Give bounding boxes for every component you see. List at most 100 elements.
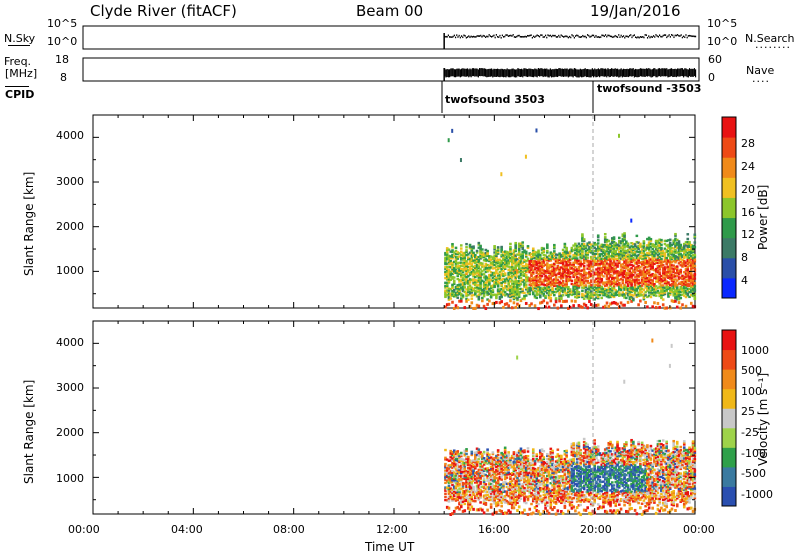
- power-echo-cell: [656, 258, 660, 261]
- power-echo-cell: [470, 286, 474, 289]
- velocity-echo-cell: [496, 458, 500, 461]
- velocity-echo-cell: [463, 490, 467, 493]
- power-echo-cell: [630, 251, 633, 254]
- power-echo-cell: [682, 286, 686, 290]
- velocity-echo-cell: [507, 473, 510, 476]
- power-echo-cell: [581, 280, 584, 283]
- freq-point: [500, 68, 502, 77]
- power-echo-cell: [616, 262, 619, 265]
- power-echo-cell: [521, 250, 525, 254]
- power-echo-cell: [461, 281, 465, 285]
- freq-point: [691, 68, 693, 77]
- power-echo-cell: [682, 252, 686, 255]
- velocity-echo-cell: [458, 503, 461, 506]
- power-echo-cell: [688, 244, 691, 247]
- velocity-echo-cell: [447, 459, 451, 462]
- power-echo-cell: [582, 260, 586, 263]
- power-echo-cell: [612, 255, 616, 258]
- power-echo-cell: [533, 283, 537, 286]
- power-echo-cell: [565, 248, 568, 251]
- power-echo-cell: [630, 284, 633, 287]
- power-echo-cell: [691, 266, 695, 269]
- power-echo-cell: [447, 254, 451, 258]
- power-echo-cell: [542, 261, 546, 264]
- velocity-echo-cell: [503, 462, 507, 465]
- velocity-echo-cell: [461, 475, 465, 479]
- power-echo-cell: [567, 271, 570, 275]
- power-echo-cell: [584, 295, 588, 298]
- velocity-echo-cell: [493, 463, 496, 466]
- nsky-point: [474, 36, 476, 38]
- freq-point: [451, 68, 453, 77]
- velocity-echo-cell: [509, 485, 512, 488]
- velocity-echo-cell: [517, 495, 521, 498]
- velocity-echo-cell: [521, 450, 525, 453]
- power-echo-cell: [635, 273, 639, 277]
- power-echo-cell: [568, 255, 572, 258]
- nsky-point: [493, 34, 495, 37]
- power-echo-cell: [661, 273, 665, 276]
- velocity-echo-cell: [470, 452, 474, 455]
- velocity-echo-cell: [479, 452, 482, 456]
- power-ground-echo: [577, 304, 581, 308]
- power-echo-cell: [479, 244, 482, 248]
- power-ground-echo: [563, 299, 567, 303]
- power-echo-cell: [477, 293, 481, 296]
- velocity-echo-cell: [540, 465, 544, 468]
- power-echo-cell: [505, 255, 509, 258]
- power-echo-cell: [512, 272, 516, 276]
- power-echo-cell: [463, 278, 467, 281]
- power-echo-cell: [640, 264, 644, 267]
- power-cb-tick-24: 24: [741, 160, 755, 173]
- nsky-point: [650, 35, 652, 38]
- power-echo-cell: [660, 257, 663, 261]
- power-echo-cell: [579, 277, 582, 280]
- velocity-echo-cell: [445, 472, 449, 475]
- velocity-echo-cell: [444, 472, 447, 475]
- station-title: Clyde River (fitACF): [90, 2, 237, 20]
- power-echo-cell: [512, 274, 516, 277]
- power-echo-cell: [445, 284, 449, 288]
- velocity-echo-cell: [456, 481, 460, 484]
- nsky-trace: [443, 33, 697, 49]
- x-tick-4: 16:00: [478, 523, 510, 536]
- nsky-point: [510, 34, 512, 37]
- power-echo-cell: [660, 240, 663, 243]
- power-echo-cell: [681, 254, 684, 257]
- power-echo-cell: [524, 278, 528, 282]
- power-echo-cell: [674, 292, 677, 295]
- power-ground-echo: [463, 306, 467, 310]
- power-echo-cell: [654, 239, 658, 243]
- power-echo-cell: [607, 294, 611, 297]
- velocity-echo-cell: [496, 461, 500, 465]
- power-echo-cell: [589, 273, 593, 276]
- power-echo-cell: [688, 248, 691, 252]
- power-echo-cell: [540, 248, 544, 251]
- power-echo-cell: [668, 241, 672, 245]
- power-echo-cell: [523, 282, 526, 285]
- velocity-echo-cell: [526, 462, 530, 466]
- power-echo-cell: [579, 252, 582, 255]
- power-echo-cell: [642, 271, 646, 274]
- velocity-echo-cell: [503, 460, 507, 464]
- power-echo-cell: [617, 241, 621, 244]
- velocity-echo-cell: [451, 499, 454, 502]
- power-echo-cell: [538, 277, 542, 280]
- power-echo-cell: [560, 297, 563, 300]
- velocity-echo-cell: [528, 485, 532, 489]
- velocity-echo-cell: [488, 453, 491, 456]
- power-echo-cell: [616, 257, 619, 261]
- power-echo-cell: [584, 271, 588, 275]
- freq-point: [548, 69, 550, 78]
- velocity-echo-cell: [452, 497, 456, 501]
- power-echo-cell: [458, 269, 461, 272]
- power-echo-cell: [452, 279, 456, 282]
- velocity-echo-cell: [465, 452, 468, 456]
- velocity-echo-cell: [449, 495, 453, 498]
- freq-point: [631, 68, 633, 77]
- velocity-echo-cell: [512, 501, 516, 504]
- power-echo-cell: [632, 247, 635, 250]
- power-echo-cell: [614, 251, 618, 254]
- power-ground-echo: [609, 302, 612, 306]
- power-echo-cell: [537, 290, 540, 293]
